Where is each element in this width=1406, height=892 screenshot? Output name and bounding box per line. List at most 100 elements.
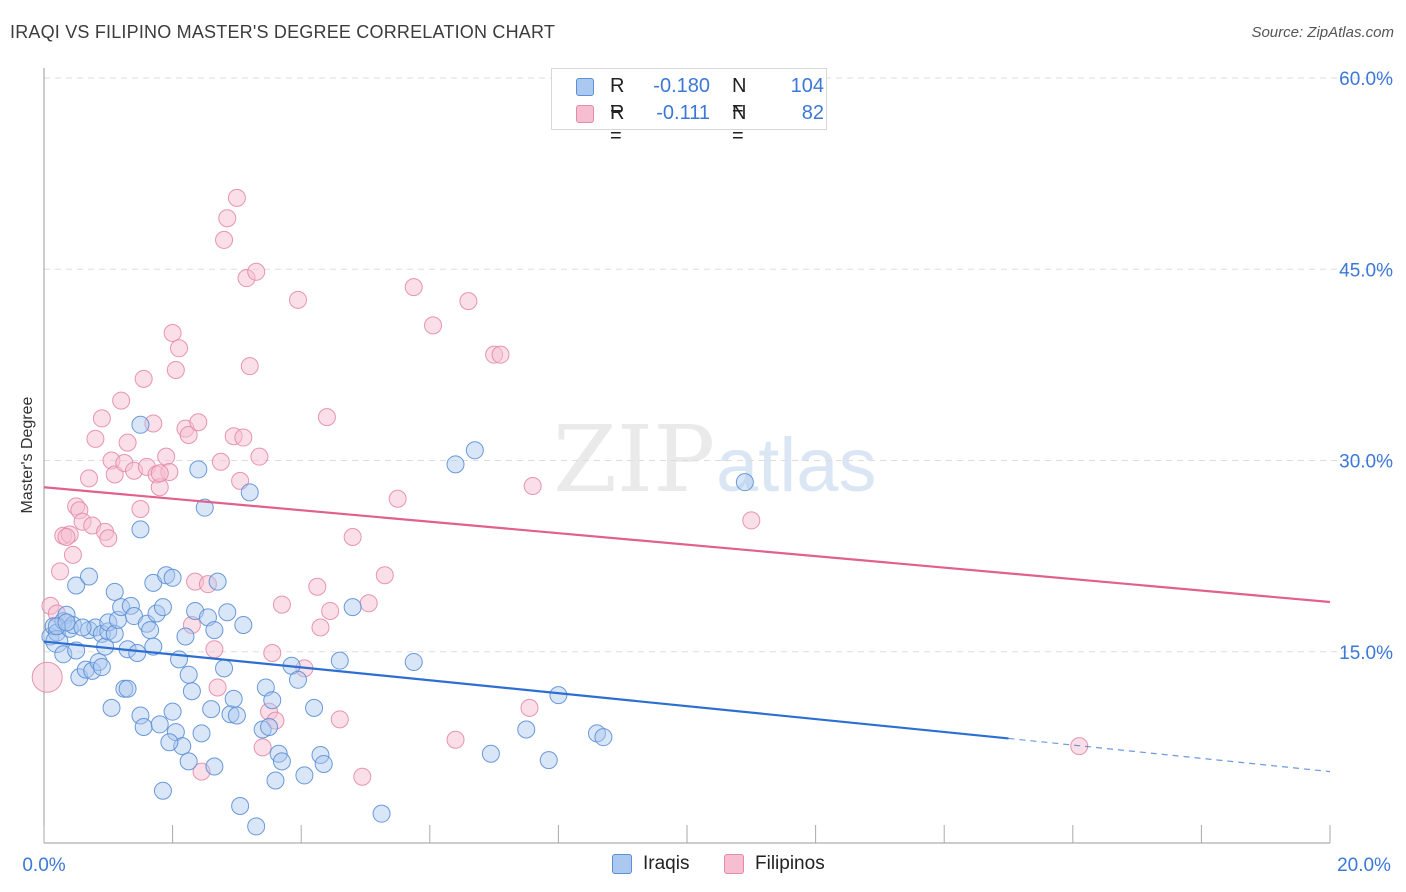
iraqis-point (224, 689, 243, 708)
x-ticks (43, 825, 1331, 843)
filipinos-point (211, 452, 230, 471)
iraqis-point (128, 644, 147, 663)
filipinos-point (157, 447, 176, 466)
filipinos-point (231, 471, 250, 490)
filipinos-point (459, 292, 478, 311)
iraqis-point (272, 752, 291, 771)
iraqis-point (218, 603, 237, 622)
filipinos-legend-label: Filipinos (755, 853, 825, 874)
iraqis-point (141, 621, 160, 640)
legend-r-label: R = (610, 102, 625, 147)
iraqis-point (182, 682, 201, 701)
filipinos-point (234, 428, 253, 447)
iraqis-point (231, 797, 250, 816)
trend-lines (43, 486, 1331, 773)
iraqis-swatch (576, 78, 594, 96)
iraqis-point (189, 460, 208, 479)
x-tick-label-max: 20.0% (1337, 855, 1391, 876)
y-tick-label: 60.0% (1339, 69, 1393, 90)
iraqis-point (176, 627, 195, 646)
filipinos-point (321, 601, 340, 620)
filipinos-point (150, 464, 169, 483)
watermark-atlas: atlas (716, 423, 877, 508)
filipinos-point (205, 640, 224, 659)
iraqis-point (234, 615, 253, 634)
x-tick-label-min: 0.0% (22, 855, 65, 876)
filipinos-point (272, 595, 291, 614)
iraqis-point (153, 598, 172, 617)
iraqis-point (465, 441, 484, 460)
filipinos-point (131, 499, 150, 518)
filipinos-point (112, 391, 131, 410)
iraqis-legend-label: Iraqis (643, 853, 690, 874)
filipinos-point (308, 577, 327, 596)
iraqis-point (266, 771, 285, 790)
filipinos-point (263, 644, 282, 663)
legend-r-value: -0.111 (656, 102, 710, 124)
filipinos-point (99, 529, 118, 548)
filipinos-legend-swatch (724, 854, 744, 874)
iraqis-point (481, 744, 500, 763)
iraqis-point (404, 652, 423, 671)
iraqis-point (131, 415, 150, 434)
iraqis-point (179, 752, 198, 771)
filipinos-point (424, 316, 443, 335)
iraqis-point (330, 651, 349, 670)
filipinos-point (250, 447, 269, 466)
legend-n-label: N = (732, 75, 747, 120)
iraqis-point (205, 621, 224, 640)
iraqis-point (192, 724, 211, 743)
filipinos-point (189, 413, 208, 432)
iraqis-point (240, 483, 259, 502)
iraqis-point (105, 582, 124, 601)
filipinos-point (266, 711, 285, 730)
filipinos-point (63, 545, 82, 564)
filipinos-point (118, 433, 137, 452)
iraqis-point (47, 617, 66, 636)
iraqis-point (105, 624, 124, 643)
filipinos-swatch (576, 105, 594, 123)
iraqis-point (539, 751, 558, 770)
filipinos-point (253, 738, 272, 757)
y-tick-label: 45.0% (1339, 260, 1393, 281)
iraqis-point (343, 598, 362, 617)
correlation-legend: R = -0.180 N = 104 R = -0.111 N = 82 (551, 68, 827, 147)
filipinos-point (179, 426, 198, 444)
watermark-zip: ZIP (553, 406, 715, 513)
filipinos-point (240, 357, 259, 376)
filipinos-point (343, 528, 362, 546)
iraqis-point (73, 618, 92, 637)
iraqis-point (305, 698, 324, 717)
iraqis-point (163, 702, 182, 721)
iraqis-point (134, 717, 153, 736)
filipinos-point (105, 465, 124, 484)
chart-title: IRAQI VS FILIPINO MASTER'S DEGREE CORREL… (10, 22, 556, 42)
iraqis-point (92, 658, 111, 677)
iraqis-point (208, 572, 227, 591)
iraqis-point (247, 817, 266, 836)
filipinos-point (134, 369, 153, 388)
iraqis-point (179, 665, 198, 684)
filipinos-point (170, 339, 189, 358)
iraqis-point (131, 520, 150, 539)
filipinos-point (182, 615, 201, 634)
filipinos-point (218, 209, 237, 228)
iraqis-point (263, 691, 282, 710)
iraqis-point (221, 705, 240, 724)
legend-r-value: -0.180 (653, 75, 710, 97)
iraqis-point (121, 596, 140, 615)
filipinos-point (86, 429, 105, 448)
filipinos-point (491, 345, 510, 364)
iraqis-point (372, 804, 391, 823)
y-tick-label: 15.0% (1339, 643, 1393, 664)
filipinos-point (375, 566, 394, 585)
iraqis-point (446, 455, 465, 474)
iraqis-point (153, 781, 172, 800)
iraqis-trend-line (43, 640, 1009, 740)
filipinos-point (359, 594, 378, 613)
filipinos-point (330, 710, 349, 729)
iraqis-point (89, 652, 108, 671)
filipinos-point (144, 414, 163, 433)
filipinos-point (446, 730, 465, 749)
